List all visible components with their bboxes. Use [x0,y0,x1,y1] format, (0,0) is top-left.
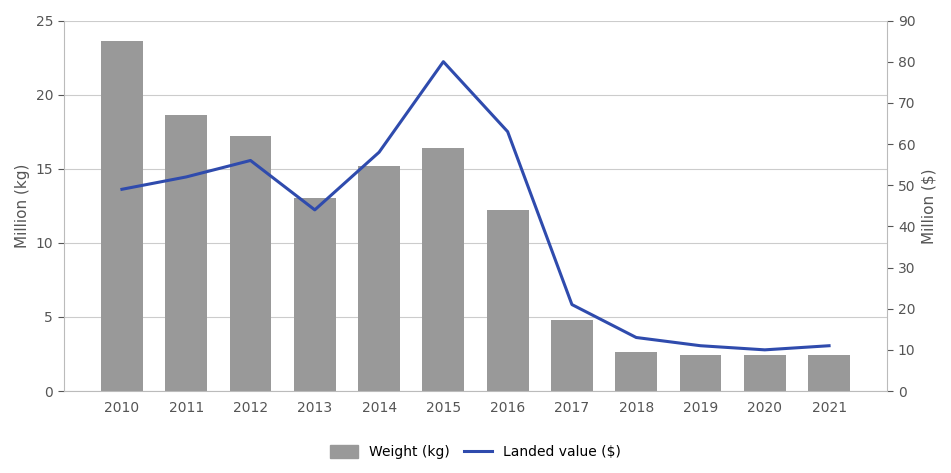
Bar [229,136,271,391]
Y-axis label: Million (kg): Million (kg) [15,164,30,248]
Bar [680,355,722,391]
Bar [101,41,143,391]
Legend: Weight (kg), Landed value ($): Weight (kg), Landed value ($) [323,438,628,466]
Bar [422,148,464,391]
Bar [551,320,592,391]
Bar [808,355,850,391]
Bar [359,166,400,391]
Bar [615,352,657,391]
Bar [487,210,529,391]
Y-axis label: Million ($): Million ($) [921,168,936,244]
Bar [744,355,786,391]
Bar [294,198,336,391]
Bar [165,115,207,391]
